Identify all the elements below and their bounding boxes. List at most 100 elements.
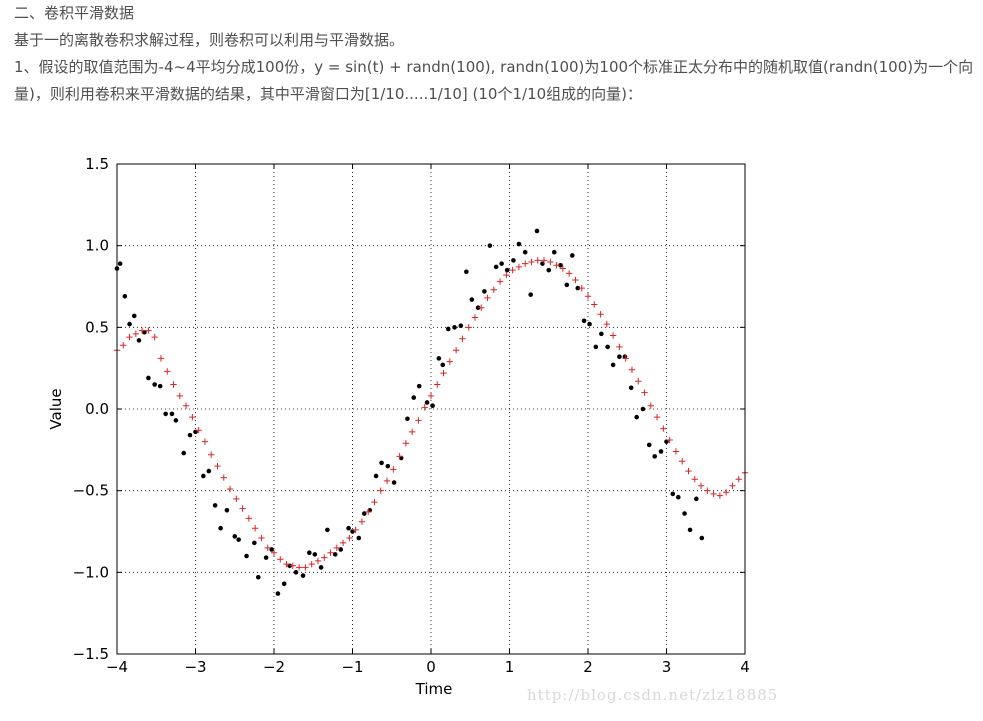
data-point-dot: [385, 463, 391, 469]
data-point-plus: [509, 266, 516, 274]
data-point-plus: [716, 492, 724, 499]
data-point-plus: [182, 402, 190, 409]
data-point-plus: [735, 476, 742, 483]
data-point-dot: [293, 570, 299, 575]
data-point-plus: [591, 301, 598, 308]
data-point-dot: [640, 406, 646, 412]
data-point-plus: [446, 358, 454, 365]
data-point-plus: [597, 311, 604, 318]
data-point-plus: [208, 451, 215, 458]
data-point-plus: [164, 368, 171, 375]
data-point-dot: [212, 503, 218, 508]
data-point-plus: [722, 489, 730, 496]
data-point-dot: [416, 383, 422, 389]
data-point-plus: [189, 413, 196, 421]
data-point-dot: [534, 228, 540, 234]
data-point-plus: [132, 330, 140, 338]
y-tick-label: 0.0: [85, 400, 109, 418]
data-point-plus: [622, 355, 629, 362]
data-point-plus: [120, 342, 127, 349]
x-tick-label: −4: [106, 658, 128, 676]
data-point-plus: [534, 257, 541, 264]
data-point-plus: [214, 462, 221, 470]
data-point-plus: [490, 286, 497, 293]
data-point-dot: [516, 241, 522, 247]
data-point-plus: [603, 320, 611, 328]
data-point-plus: [302, 564, 309, 571]
data-point-plus: [647, 402, 654, 409]
data-point-dot: [646, 442, 652, 448]
data-point-dot: [307, 550, 312, 556]
data-point-plus: [333, 544, 340, 552]
data-point-plus: [339, 539, 347, 547]
data-point-plus: [628, 366, 636, 373]
data-point-plus: [226, 485, 234, 493]
data-point-plus: [352, 526, 359, 534]
data-point-plus: [390, 466, 397, 473]
data-point-plus: [377, 487, 384, 494]
data-point-dot: [275, 591, 281, 596]
data-point-dot: [187, 432, 193, 438]
data-point-dot: [682, 511, 687, 516]
data-point-plus: [270, 549, 278, 556]
data-point-dot: [281, 581, 287, 587]
y-axis-label: Value: [47, 388, 65, 429]
data-point-plus: [559, 265, 567, 272]
data-point-plus: [547, 258, 554, 266]
data-point-plus: [660, 425, 667, 432]
data-point-plus: [283, 560, 290, 568]
data-point-plus: [201, 438, 209, 445]
data-point-plus: [258, 534, 265, 542]
data-point-plus: [289, 562, 297, 569]
data-point-dot: [493, 264, 499, 270]
data-point-dot: [117, 261, 123, 266]
data-point-dot: [487, 243, 493, 248]
y-tick-label: −1.5: [73, 645, 109, 663]
data-point-dot: [252, 540, 257, 546]
data-point-dot: [581, 318, 587, 324]
data-point-plus: [540, 257, 548, 264]
data-point-plus: [233, 495, 240, 503]
data-point-dot: [411, 395, 417, 400]
data-point-plus: [421, 404, 428, 411]
data-point-plus: [609, 332, 617, 339]
data-point-dot: [430, 403, 435, 409]
data-point-dot: [670, 491, 676, 497]
data-point-dot: [593, 344, 599, 350]
data-point-dot: [136, 338, 142, 343]
chart-container: −4 −3 −2 −1 0 1 2 3 4 −1.5 −1.0 −0.5 0.0 0.5 1.0 1.5 Tim…: [0, 150, 983, 721]
data-point-dot: [699, 535, 705, 541]
data-point-plus: [484, 294, 491, 302]
data-point-plus: [314, 557, 322, 565]
data-point-dot: [356, 535, 362, 541]
data-point-dot: [244, 553, 249, 559]
x-tick-label: −2: [263, 658, 285, 676]
data-point-dot: [379, 460, 384, 466]
x-tick-label: −3: [184, 658, 206, 676]
data-point-dot: [482, 289, 487, 294]
data-point-plus: [408, 428, 416, 436]
data-point-dot: [436, 356, 442, 361]
data-point-plus: [496, 278, 504, 285]
data-point-dot: [599, 331, 604, 337]
data-point-dot: [312, 552, 318, 557]
intro-paragraph: 基于一的离散卷积求解过程，则卷积可以利用与平滑数据。: [14, 31, 405, 49]
y-tick-label: 1.0: [85, 237, 109, 255]
data-point-plus: [572, 276, 579, 284]
data-point-dot: [687, 527, 693, 533]
data-point-dot: [173, 418, 179, 423]
data-point-plus: [245, 515, 253, 522]
data-point-plus: [157, 355, 165, 362]
data-point-dot: [469, 297, 475, 302]
data-point-plus: [522, 260, 529, 267]
data-point-plus: [170, 381, 177, 388]
y-tick-label: −1.0: [73, 563, 109, 581]
data-point-plus: [396, 453, 403, 460]
data-point-dot: [224, 507, 230, 513]
data-point-dot: [652, 454, 658, 459]
data-point-plus: [565, 270, 573, 277]
data-point-plus: [277, 556, 284, 563]
data-point-plus: [358, 518, 366, 525]
data-point-dot: [634, 414, 639, 420]
